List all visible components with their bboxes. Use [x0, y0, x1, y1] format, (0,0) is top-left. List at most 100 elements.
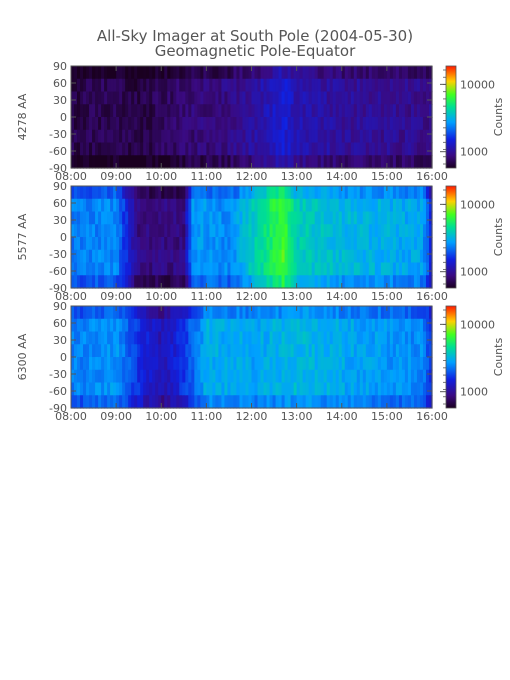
heatmap-cell — [383, 66, 388, 80]
heatmap-cell — [305, 395, 310, 409]
heatmap-cell — [413, 237, 418, 251]
heatmap-cell — [161, 382, 165, 396]
x-tick-label: 08:00 — [55, 170, 87, 183]
heatmap-cell — [155, 275, 159, 289]
heatmap-cell — [398, 198, 403, 213]
heatmap-cell — [359, 382, 364, 396]
heatmap-cell — [128, 78, 132, 93]
heatmap-cell — [197, 318, 201, 333]
heatmap-cell — [377, 104, 382, 118]
heatmap-cell — [380, 357, 385, 371]
heatmap-cell — [77, 306, 81, 320]
heatmap-cell — [404, 262, 409, 276]
heatmap-cell — [335, 104, 340, 118]
heatmap-cell — [425, 66, 430, 80]
heatmap-cell — [368, 331, 373, 345]
heatmap-cell — [374, 66, 379, 80]
heatmap-cell — [203, 66, 207, 80]
heatmap-cell — [329, 155, 334, 169]
heatmap-cell — [128, 224, 132, 238]
heatmap-cell — [227, 78, 232, 93]
heatmap-cell — [143, 211, 147, 225]
heatmap-cell — [113, 344, 117, 358]
heatmap-cell — [173, 117, 177, 131]
heatmap-cell — [335, 66, 340, 80]
heatmap-cell — [128, 91, 132, 105]
x-tick-label: 12:00 — [236, 410, 268, 423]
heatmap-cell — [308, 237, 313, 251]
heatmap-cell — [191, 382, 195, 396]
heatmap-cell — [131, 249, 135, 264]
heatmap-cell — [368, 104, 373, 118]
heatmap-cell — [368, 237, 373, 251]
heatmap-cell — [329, 91, 334, 105]
heatmap-cell — [206, 344, 210, 358]
heatmap-cell — [305, 331, 310, 345]
heatmap-cell — [125, 262, 129, 276]
heatmap-cell — [212, 211, 216, 225]
heatmap-cell — [299, 117, 304, 131]
heatmap-cell — [287, 237, 292, 251]
heatmap-cell — [71, 211, 75, 225]
heatmap-cell — [308, 249, 313, 264]
heatmap-cell — [425, 237, 430, 251]
heatmap-cell — [413, 78, 418, 93]
heatmap-cell — [236, 369, 241, 384]
heatmap-cell — [164, 331, 168, 345]
heatmap-cell — [320, 395, 325, 409]
heatmap-cell — [272, 66, 277, 80]
heatmap-cell — [149, 142, 153, 156]
heatmap-cell — [392, 155, 397, 169]
heatmap-cell — [161, 155, 165, 169]
heatmap-cell — [254, 395, 259, 409]
heatmap-cell — [326, 104, 331, 118]
heatmap-cell — [359, 211, 364, 225]
heatmap-cell — [191, 318, 195, 333]
heatmap-cell — [209, 318, 213, 333]
heatmap-cell — [320, 211, 325, 225]
heatmap-cell — [359, 237, 364, 251]
heatmap-cell — [392, 142, 397, 156]
heatmap-cell — [203, 357, 207, 371]
heatmap-cell — [254, 186, 259, 200]
heatmap-cell — [221, 249, 226, 264]
heatmap-cell — [230, 357, 235, 371]
heatmap-cell — [392, 262, 397, 276]
heatmap-cell — [98, 186, 102, 200]
heatmap-cell — [149, 186, 153, 200]
heatmap-cell — [356, 331, 361, 345]
heatmap-cell — [275, 237, 280, 251]
heatmap-cell — [311, 142, 316, 156]
heatmap-cell — [221, 155, 226, 169]
heatmap-cell — [401, 198, 406, 213]
heatmap-cell — [314, 262, 319, 276]
heatmap-cell — [263, 369, 268, 384]
heatmap-cell — [74, 129, 78, 144]
heatmap-cell — [218, 211, 223, 225]
heatmap-cell — [212, 224, 216, 238]
heatmap-cell — [257, 104, 262, 118]
heatmap-cell — [353, 357, 358, 371]
heatmap-cell — [167, 382, 171, 396]
heatmap-cell — [323, 306, 328, 320]
heatmap-cell — [413, 249, 418, 264]
heatmap-cell — [344, 129, 349, 144]
heatmap-cell — [257, 382, 262, 396]
heatmap-cell — [272, 198, 277, 213]
heatmap-cell — [134, 382, 138, 396]
heatmap-cell — [77, 382, 81, 396]
heatmap-cell — [344, 395, 349, 409]
heatmap-cell — [332, 66, 337, 80]
heatmap-cell — [125, 382, 129, 396]
heatmap-cell — [281, 78, 286, 93]
heatmap-cells — [71, 66, 433, 169]
heatmap-cell — [308, 318, 313, 333]
heatmap-cell — [386, 186, 391, 200]
heatmap-cell — [161, 331, 165, 345]
heatmap-cell — [356, 382, 361, 396]
heatmap-cell — [353, 344, 358, 358]
heatmap-cell — [146, 382, 150, 396]
heatmap-cell — [116, 237, 120, 251]
heatmap-cell — [206, 78, 210, 93]
heatmap-cell — [428, 155, 433, 169]
